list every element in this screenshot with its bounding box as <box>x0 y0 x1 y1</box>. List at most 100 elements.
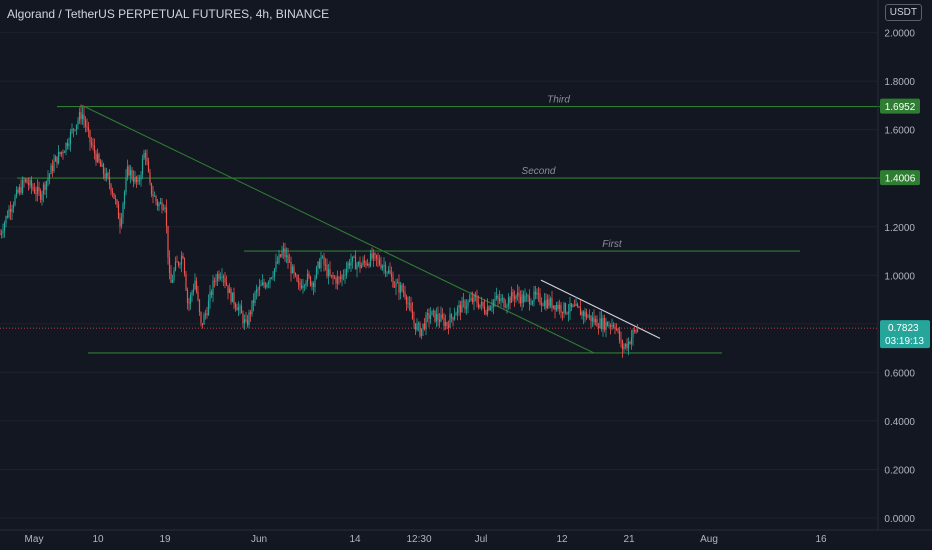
candle-body <box>113 193 115 199</box>
candle-body <box>230 288 232 303</box>
candle-body <box>287 255 289 263</box>
candle-body <box>615 328 618 330</box>
candle-body <box>143 152 145 160</box>
candle-body <box>188 302 190 304</box>
candle-body <box>441 314 444 318</box>
candle-body <box>572 305 574 307</box>
candle-body <box>468 300 471 302</box>
candle-body <box>165 207 168 226</box>
candle-body <box>63 151 66 153</box>
candle-body <box>158 203 160 207</box>
candle-body <box>17 189 19 193</box>
candle-body <box>261 282 264 286</box>
candle-body <box>542 305 544 306</box>
candle-body <box>183 258 186 274</box>
candle-body <box>260 285 262 286</box>
candle-body <box>182 255 184 259</box>
candle-body <box>612 324 615 328</box>
candle-body <box>329 269 331 276</box>
candle-body <box>81 114 84 120</box>
level-tag-text: 1.4006 <box>885 174 916 185</box>
candle-body <box>41 194 43 200</box>
candle-body <box>575 304 577 307</box>
candle-body <box>207 300 210 316</box>
candle-body <box>8 209 10 218</box>
candle-body <box>312 283 315 288</box>
candle-body <box>605 321 607 330</box>
y-tick-label: 1.6000 <box>884 126 915 137</box>
candle-body <box>146 157 148 162</box>
candle-body <box>351 256 354 262</box>
candle-body <box>497 295 499 299</box>
candle-body <box>14 196 16 205</box>
level-label-second: Second <box>522 166 556 177</box>
candle-body <box>227 285 229 294</box>
candle-body <box>339 277 342 280</box>
candle-body <box>606 321 609 327</box>
candle-body <box>419 323 421 337</box>
candle-body <box>630 337 633 344</box>
candle-body <box>219 276 222 279</box>
candle-body <box>195 280 198 292</box>
candle-body <box>594 319 597 323</box>
candle-body <box>524 296 526 302</box>
candle-body <box>296 275 298 282</box>
y-tick-label: 1.8000 <box>884 77 915 88</box>
x-tick-label: 21 <box>623 534 635 545</box>
candle-body <box>149 171 151 184</box>
candle-body <box>504 306 507 308</box>
candle-body <box>53 161 55 172</box>
candle-body <box>458 305 460 308</box>
candle-body <box>342 275 345 277</box>
level-label-third: Third <box>547 95 570 106</box>
candle-body <box>395 282 397 287</box>
candle-body <box>363 260 366 263</box>
candle-body <box>380 264 382 269</box>
candle-body <box>174 261 177 271</box>
candle-body <box>500 298 502 302</box>
candle-body <box>210 291 213 295</box>
candle-body <box>599 318 601 328</box>
candle-body <box>198 299 201 312</box>
candle-body <box>42 184 45 195</box>
candle-body <box>518 292 520 297</box>
candle-body <box>587 316 589 318</box>
candle-body <box>275 261 277 269</box>
candle-body <box>357 261 360 265</box>
grid <box>0 32 878 519</box>
candle-body <box>426 313 429 316</box>
candle-body <box>438 319 441 322</box>
candle-body <box>300 285 303 289</box>
candle-body <box>362 260 364 265</box>
candle-body <box>140 174 142 180</box>
candle-body <box>302 285 304 289</box>
candle-body <box>566 313 568 314</box>
candle-body <box>404 292 406 297</box>
candle-body <box>159 202 162 204</box>
candle-body <box>471 298 474 303</box>
candle-body <box>477 303 480 308</box>
currency-selector[interactable]: USDT <box>884 4 922 21</box>
candle-body <box>434 310 436 322</box>
candle-body <box>617 329 619 331</box>
candle-body <box>633 330 636 331</box>
x-tick-label: 12 <box>556 534 568 545</box>
candle-body <box>503 298 505 307</box>
candle-body <box>153 196 156 197</box>
candle-body <box>315 267 318 279</box>
candle-body <box>180 255 183 265</box>
candle-body <box>116 199 118 205</box>
candle-body <box>359 261 361 269</box>
candle-body <box>528 295 531 305</box>
candle-body <box>345 268 348 276</box>
candle-body <box>282 248 285 252</box>
candle-body <box>479 304 481 308</box>
candle-body <box>519 296 522 304</box>
candle-body <box>135 176 138 182</box>
candle-body <box>68 143 70 146</box>
short-term-trendline <box>540 279 661 339</box>
candle-body <box>488 306 490 311</box>
candle-body <box>290 262 292 274</box>
